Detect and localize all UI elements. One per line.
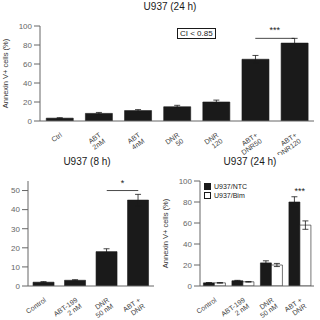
svg-text:DNR50 nM: DNR50 nM [255,296,279,319]
svg-text:10: 10 [11,263,20,272]
svg-text:40: 40 [11,205,20,214]
html-text:U937/Bim: U937/Bim [214,192,245,199]
svg-text:20: 20 [11,244,20,253]
svg-text:*: * [121,178,125,188]
svg-text:30: 30 [11,225,20,234]
html-text:U937 (24 h): U937 (24 h) [223,156,277,167]
html-text:U937/NTC: U937/NTC [214,183,248,190]
svg-text:Ctrl: Ctrl [50,131,63,143]
svg-text:60: 60 [23,60,32,69]
svg-text:ABT4nM: ABT4nM [126,131,146,151]
svg-text:0: 0 [188,282,193,291]
svg-text:60: 60 [183,219,192,228]
svg-text:ABT+DNR120: ABT+DNR120 [272,131,302,155]
svg-text:***: *** [294,186,305,196]
html-text:U937 (8 h): U937 (8 h) [63,156,111,167]
svg-text:0: 0 [28,117,33,126]
svg-text:ABT-1992 nM: ABT-1992 nM [52,296,83,320]
svg-text:100: 100 [179,177,193,186]
svg-text:DNR120: DNR120 [203,131,224,152]
svg-text:Annexin V+ cells (%): Annexin V+ cells (%) [161,198,170,268]
svg-text:ABT-1992 nM: ABT-1992 nM [220,296,251,320]
svg-text:DNR50 nM: DNR50 nM [90,296,114,319]
svg-text:20: 20 [183,261,192,270]
svg-text:***: *** [270,25,281,35]
svg-text:100: 100 [19,22,33,31]
svg-text:80: 80 [23,41,32,50]
svg-text:Annexin V+ cells (%): Annexin V+ cells (%) [8,38,10,108]
svg-text:0: 0 [16,282,21,291]
svg-text:80: 80 [183,198,192,207]
svg-text:DNR50: DNR50 [164,131,185,152]
svg-text:ABT +DNR: ABT +DNR [122,296,146,319]
svg-text:50: 50 [11,186,20,195]
svg-text:40: 40 [23,79,32,88]
svg-text:Control: Control [195,296,218,315]
html-text:U937 (24 h): U937 (24 h) [143,1,197,12]
svg-text:40: 40 [183,240,192,249]
svg-text:ABT+DNR50: ABT+DNR50 [236,131,263,155]
svg-text:ABT2nM: ABT2nM [87,131,107,151]
svg-text:Control: Control [25,296,48,315]
svg-text:20: 20 [23,98,32,107]
svg-text:ABT +DNR: ABT +DNR [283,296,307,319]
html-text:CI < 0.85: CI < 0.85 [180,29,213,38]
